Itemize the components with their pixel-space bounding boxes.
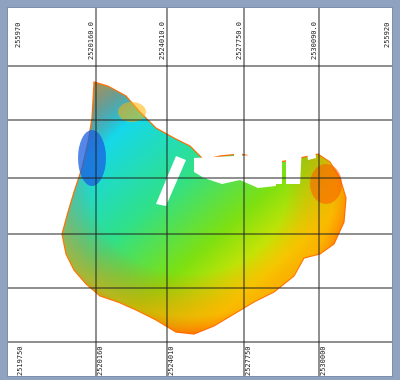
bathymetry-map[interactable]: 255970 2520160.0 2524010.0 2527750.0 253… <box>8 8 392 376</box>
depth-shape-edge <box>62 82 346 334</box>
pier <box>248 148 256 160</box>
deep-pocket <box>78 130 106 186</box>
grid-label-top: 2520160.0 <box>87 22 95 60</box>
map-frame: 255970 2520160.0 2524010.0 2527750.0 253… <box>8 8 392 376</box>
top-labels: 255970 2520160.0 2524010.0 2527750.0 253… <box>14 22 391 60</box>
depth-surface <box>61 81 347 335</box>
harbour-structures <box>156 140 316 206</box>
shallow-patch-top <box>118 102 146 122</box>
pier <box>286 146 302 184</box>
pier <box>276 154 282 184</box>
grid-label-top: 2530090.0 <box>310 22 318 60</box>
pier <box>262 150 270 160</box>
grid <box>8 8 392 376</box>
grid-label-top: 2527750.0 <box>235 22 243 60</box>
grid-label-bottom: 2524010 <box>167 346 175 376</box>
grid-label-top: 2524010.0 <box>158 22 166 60</box>
grid-label-bottom: 2527750 <box>244 346 252 376</box>
pier <box>234 146 242 160</box>
breakwater <box>156 156 186 206</box>
grid-label-top: 255920 <box>383 23 391 48</box>
pier <box>306 140 316 160</box>
grid-label-bottom: 2520160 <box>96 346 104 376</box>
left-ticks <box>8 119 12 289</box>
harbour-basin <box>194 154 276 188</box>
grid-label-top: 255970 <box>14 23 22 48</box>
grid-label-bottom: 2530000 <box>319 346 327 376</box>
bottom-labels: 2519750 2520160 2524010 2527750 2530000 <box>16 346 327 376</box>
grid-label-bottom: 2519750 <box>16 346 24 376</box>
shallow-patch-right <box>310 164 342 204</box>
